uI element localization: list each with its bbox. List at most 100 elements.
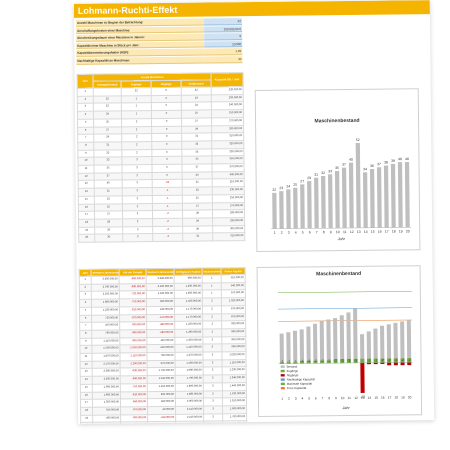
table-row: 20 30 3 -2 31 310.000,00 — [78, 232, 245, 243]
chart1-bar — [390, 163, 396, 228]
chart1-tick-label: 13 — [357, 230, 361, 234]
table-cell: 15 — [80, 384, 93, 392]
chart2-data-label: -2 — [408, 358, 411, 362]
spreadsheet-sheet: Lohmann-Ruchti-Effekt Anzahl Maschinen z… — [73, 0, 435, 424]
table-cell: 870.000,00 — [221, 305, 246, 314]
chart2-bar-abgang — [393, 362, 398, 366]
table-cell: 3 — [202, 351, 223, 360]
table-cell: 6 — [79, 314, 92, 323]
chart1-bar — [307, 181, 312, 229]
table-cell: 930.000,00 — [221, 320, 246, 329]
chart2-legend-entry: Abgänge — [287, 373, 299, 377]
table-cell: 2.250.000,00 — [91, 291, 120, 300]
chart2-tick-label: 9 — [335, 396, 337, 400]
param-label: Abschreibungsdauer einer Maschine in Jah… — [76, 33, 205, 42]
chart2-data-label: -2 — [381, 358, 384, 362]
chart2-bar-abgang — [360, 362, 365, 393]
chart2-bar-abgang — [367, 362, 372, 365]
chart2-tick-label: 10 — [341, 396, 345, 400]
chart2-bar-zugang — [313, 360, 318, 364]
table-cell: 13 — [78, 180, 95, 189]
table-cell: 3 — [202, 336, 222, 345]
table-cell: 3 — [203, 405, 223, 414]
table-cell: 3 — [203, 382, 223, 391]
param-value[interactable]: 22 — [203, 18, 243, 26]
table-cell: 1.470.000,00 — [174, 352, 204, 361]
chart2-bar-zugang — [380, 358, 385, 363]
table-cell: 3 — [203, 359, 223, 368]
chart2-tick-label: 4 — [301, 396, 303, 400]
chart1-data-label: 27 — [300, 179, 304, 183]
table-cell: 1.320.000,00 — [174, 298, 203, 307]
chart2-data-label: -2 — [388, 358, 391, 362]
table-cell: 9 — [79, 337, 92, 346]
chart2-tick-label: 17 — [388, 396, 392, 400]
table-cell: 7 — [77, 134, 94, 143]
chart1-bar — [321, 175, 326, 229]
chart2-legend-swatch — [280, 378, 285, 381]
chart1-data-label: 39 — [391, 159, 395, 163]
table-cell: -720.000,00 — [119, 291, 147, 300]
chart2-legend-entry: Bestand — [287, 365, 298, 369]
table-cell: 2 — [202, 313, 222, 322]
table-cell: -690.000,00 — [120, 375, 148, 384]
chart2-legend-swatch — [280, 382, 285, 386]
chart1-tick-label: 18 — [392, 230, 396, 234]
table-cell: 3 — [122, 233, 153, 242]
table-cell: 1.560.000,00 — [175, 359, 204, 368]
table-cell: 1.200.000,00 — [174, 282, 203, 291]
chart2-bar-zugang — [306, 360, 311, 364]
chart2-bar-bestand — [333, 318, 338, 364]
machine-count-table: Jahr Anzahl Maschinen Kapazität Stk. / J… — [77, 72, 246, 243]
table-cell: 1.350.000,00 — [174, 336, 203, 345]
table-cell: 760.000,00 — [146, 352, 176, 361]
chart1-data-label: 33 — [328, 169, 332, 173]
depreciation-table: Jahr Restwert Jahresanfang AfA der Periode… — [79, 267, 248, 424]
chart2-reference-line — [278, 319, 413, 322]
table-cell: 8 — [77, 142, 94, 150]
table-cell: 250.000,00 — [212, 194, 245, 203]
table-cell: 40.000,00 — [92, 422, 121, 424]
table-cell: 18 — [80, 407, 93, 415]
chart2-bar-zugang — [279, 362, 284, 364]
chart2-legend-swatch — [280, 386, 285, 390]
table-cell: 2.170.000,00 — [92, 360, 121, 369]
chart2-bar-zugang — [333, 359, 338, 364]
chart2-data-label: -2 — [327, 359, 330, 363]
chart1-bar — [293, 187, 298, 229]
table-cell: 900.000,00 — [221, 336, 246, 345]
table-cell: 240.000,00 — [211, 102, 244, 111]
table-cell: 720.000,00 — [91, 314, 120, 323]
table-cell: 1 — [202, 282, 222, 291]
table-cell: -150.000,00 — [146, 313, 175, 322]
chart1-bar — [404, 162, 410, 228]
chart2-bar-abgang — [380, 362, 385, 365]
table-cell: 1 — [79, 276, 92, 285]
table-cell: 1.530.000,00 — [146, 290, 175, 299]
table-cell: 1.510.000,00 — [147, 375, 176, 384]
table-cell: 1.690.000,00 — [222, 405, 247, 414]
table-cell: -990.000,00 — [119, 337, 147, 346]
table-cell: 2.790.000,00 — [91, 283, 120, 292]
chart1-data-label: 22 — [272, 188, 276, 192]
table-cell: 3 — [203, 374, 223, 383]
chart1-tick-label: 11 — [343, 230, 347, 234]
chart2-bar-bestand — [380, 325, 385, 363]
chart2-x-label: Jahr — [341, 406, 350, 410]
table-cell: -890.000,00 — [147, 421, 176, 424]
table-cell: 31 — [182, 233, 213, 242]
param-value[interactable]: 10.000 — [204, 40, 243, 48]
table-cell: 510.000,00 — [221, 274, 246, 283]
param-value[interactable]: 5 — [204, 33, 243, 41]
chart2-data-label: -2 — [401, 358, 404, 362]
param-value[interactable]: 150.000,00 € — [204, 25, 243, 33]
chart2-bar-bestand — [400, 321, 405, 363]
chart1-data-label: 37 — [377, 162, 381, 166]
chart1-tick-label: 6 — [309, 230, 311, 234]
table-cell: -750.000,00 — [119, 298, 147, 307]
chart2-legend-entry: Maximale Kapazität — [287, 382, 312, 386]
chart1-tick-label: 15 — [371, 230, 375, 234]
table-cell: 1.890.000,00 — [175, 382, 204, 391]
chart2-legend-swatch — [280, 369, 285, 373]
table-cell: 3.300.000,00 — [91, 275, 120, 284]
